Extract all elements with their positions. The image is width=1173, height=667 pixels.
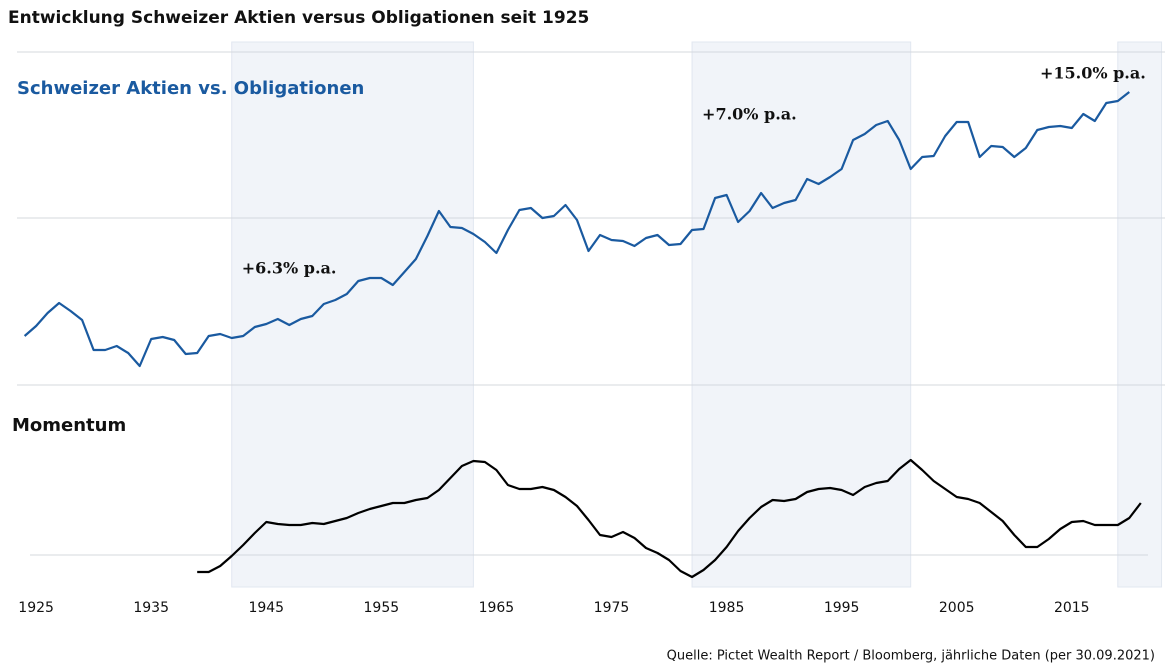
x-tick-label: 2015 (1054, 600, 1090, 616)
x-tick-label: 1975 (594, 600, 630, 616)
data-line (23, 91, 1130, 368)
x-tick-label: 1965 (479, 600, 515, 616)
x-tick-label: 1985 (709, 600, 745, 616)
region-label: +6.3% p.a. (242, 259, 337, 278)
chart-title: Momentum (12, 415, 126, 436)
region-label: +15.0% p.a. (1040, 64, 1146, 83)
page-title: Entwicklung Schweizer Aktien versus Obli… (8, 8, 589, 28)
x-tick-label: 1925 (18, 600, 54, 616)
shaded-region (231, 41, 474, 588)
x-tick-label: 1995 (824, 600, 860, 616)
x-tick-label: 1945 (248, 600, 284, 616)
chart-title: Schweizer Aktien vs. Obligationen (17, 78, 364, 99)
shaded-region (1117, 41, 1163, 588)
region-label: +7.0% p.a. (702, 105, 797, 124)
x-tick-label: 1935 (133, 600, 169, 616)
source: Quelle: Pictet Wealth Report / Bloomberg… (667, 649, 1155, 664)
data-line (197, 458, 1142, 579)
x-tick-label: 1955 (364, 600, 400, 616)
regions (231, 41, 1163, 588)
x-tick-label: 2005 (939, 600, 975, 616)
